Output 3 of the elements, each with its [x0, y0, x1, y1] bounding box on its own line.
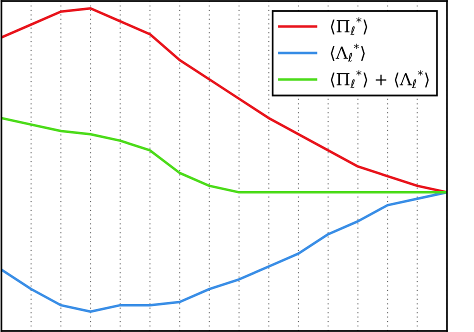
legend-label: ⟨Π$_{ℓ}$$^{*}$⟩ + ⟨Λ$_{ℓ}$$^{*}$⟩ — [330, 70, 429, 88]
legend-label: ⟨Λ$_{ℓ}$$^{*}$⟩ — [330, 44, 365, 62]
legend-label: ⟨Π$_{ℓ}$$^{*}$⟩ — [330, 17, 368, 36]
